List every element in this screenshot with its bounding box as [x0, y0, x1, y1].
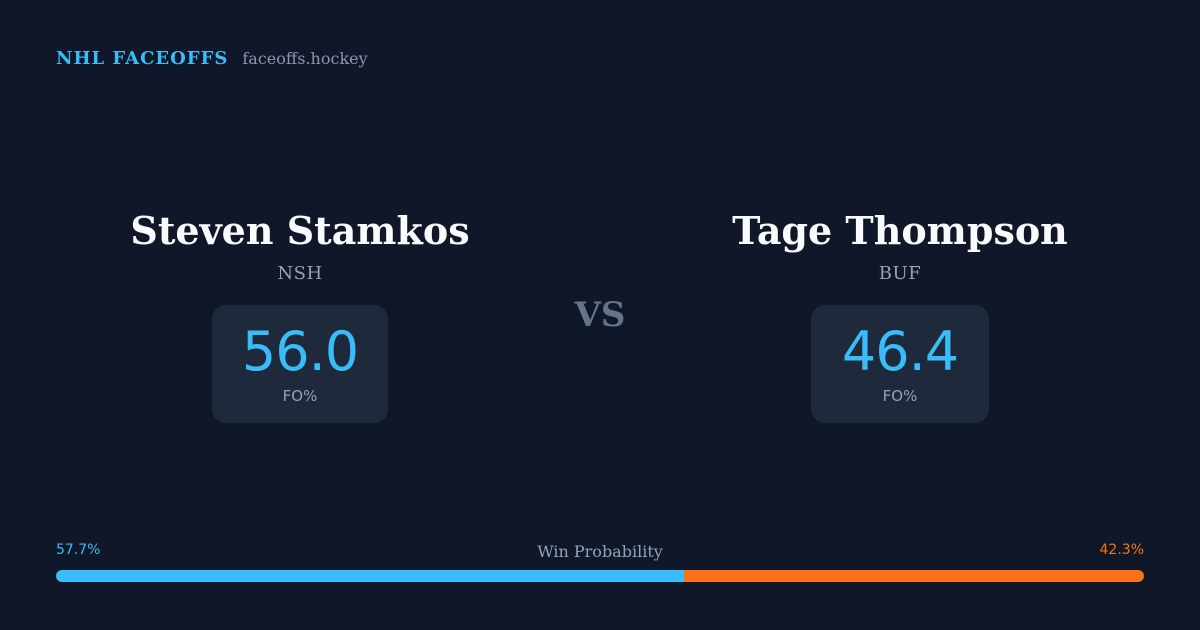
- stat-value: 56.0: [241, 320, 359, 383]
- win-probability-right-label: 42.3%: [1099, 542, 1144, 558]
- stat-box: 46.4 FO%: [811, 305, 989, 423]
- player-card-right: Tage Thompson BUF 46.4 FO%: [680, 205, 1120, 423]
- player-team: NSH: [277, 263, 323, 284]
- player-name: Steven Stamkos: [130, 208, 470, 253]
- player-card-left: Steven Stamkos NSH 56.0 FO%: [80, 205, 520, 423]
- win-probability-title: Win Probability: [537, 542, 663, 561]
- stat-label: FO%: [882, 387, 918, 405]
- stat-label: FO%: [282, 387, 318, 405]
- player-name: Tage Thompson: [732, 208, 1068, 253]
- win-probability-labels: 57.7% Win Probability 42.3%: [56, 542, 1144, 564]
- brand-title: NHL FACEOFFS: [56, 48, 229, 69]
- stat-box: 56.0 FO%: [212, 305, 388, 423]
- win-probability-left-label: 57.7%: [56, 542, 101, 558]
- win-probability-fill-right: [683, 570, 1144, 582]
- win-probability-bar: [56, 570, 1144, 582]
- brand-header: NHL FACEOFFS faceoffs.hockey: [56, 48, 368, 69]
- brand-domain: faceoffs.hockey: [242, 49, 368, 68]
- stat-value: 46.4: [841, 320, 959, 383]
- player-team: BUF: [878, 263, 922, 284]
- win-probability-fill-left: [56, 570, 684, 582]
- vs-label: VS: [574, 295, 626, 335]
